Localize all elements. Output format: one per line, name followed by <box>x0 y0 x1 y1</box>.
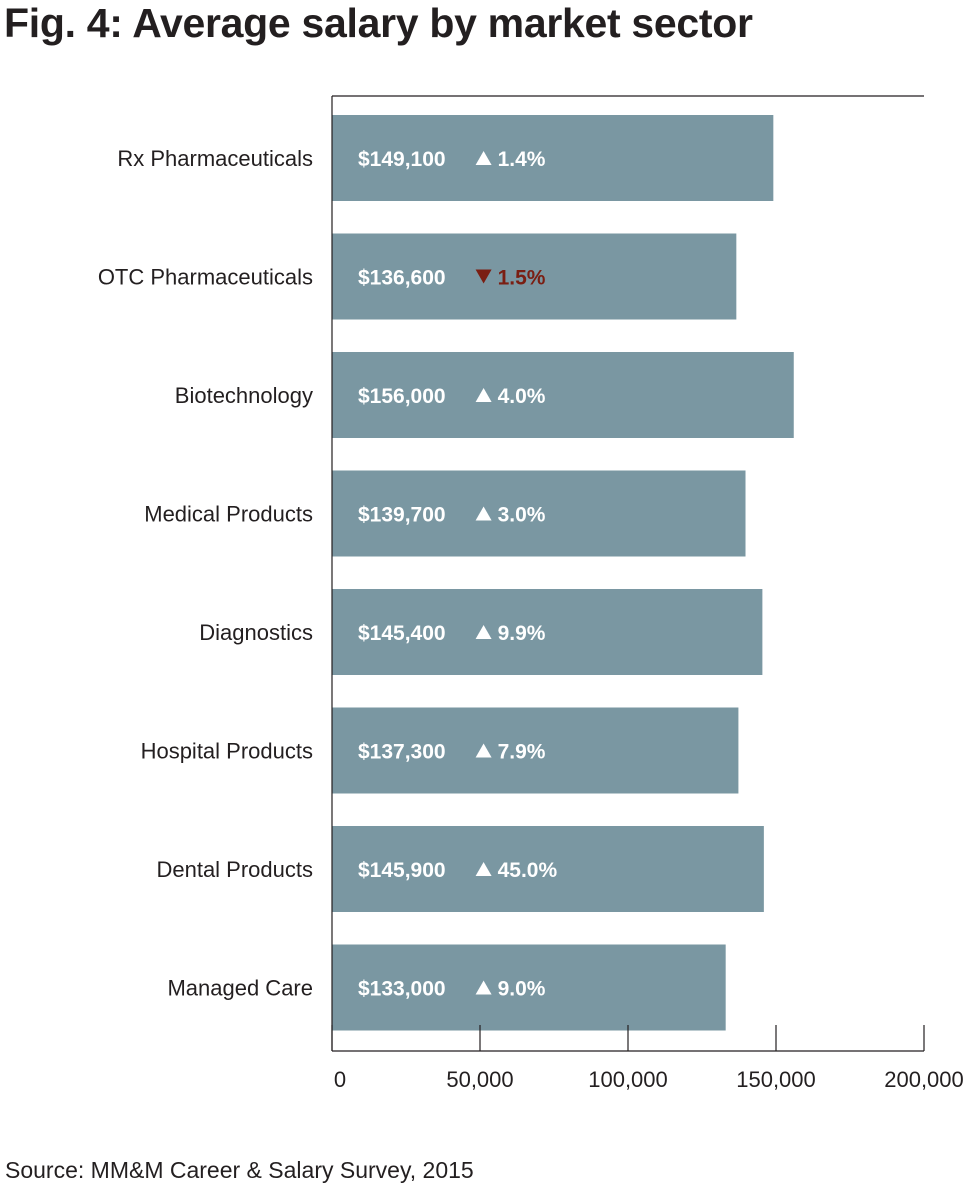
bar-0 <box>332 115 774 201</box>
value-label: $149,100 <box>358 148 446 171</box>
change-label: 45.0% <box>498 859 558 882</box>
change-label: 1.4% <box>498 148 546 171</box>
category-label: Managed Care <box>167 976 313 1001</box>
x-tick-label: 100,000 <box>588 1067 668 1092</box>
triangle-up-icon <box>475 862 492 876</box>
change-label: 1.5% <box>498 267 546 290</box>
x-tick-label: 0 <box>334 1067 346 1092</box>
category-label: Biotechnology <box>175 383 313 408</box>
value-label: $137,300 <box>358 741 446 764</box>
bar-1 <box>332 233 737 320</box>
change-label: 3.0% <box>498 504 546 527</box>
change-label: 9.9% <box>498 622 546 645</box>
category-label: Medical Products <box>144 502 313 527</box>
axes-group: 0 50,000 100,000 150,000 200,000 <box>331 95 964 1092</box>
bar-4 <box>332 589 763 675</box>
bar-2 <box>332 352 794 438</box>
change-label: 9.0% <box>498 978 546 1001</box>
bar-7 <box>332 944 726 1031</box>
value-label: $136,600 <box>358 267 446 290</box>
change-label: 4.0% <box>498 385 546 408</box>
category-label: Hospital Products <box>141 739 313 764</box>
change-label: 7.9% <box>498 741 546 764</box>
bar-chart: Rx Pharmaceuticals $149,100 1.4% OTC Pharma… <box>98 95 964 1092</box>
value-label: $145,400 <box>358 622 446 645</box>
triangle-down-icon <box>475 269 492 284</box>
value-label: $145,900 <box>358 859 446 882</box>
triangle-up-icon <box>475 388 492 402</box>
triangle-up-icon <box>475 506 492 521</box>
x-tick-label: 200,000 <box>884 1067 964 1092</box>
bar-6 <box>332 826 764 912</box>
category-label: Dental Products <box>156 857 313 882</box>
bar-5 <box>332 707 739 794</box>
value-label: $133,000 <box>358 978 446 1001</box>
category-label: OTC Pharmaceuticals <box>98 265 313 290</box>
category-label: Rx Pharmaceuticals <box>117 146 313 171</box>
value-label: $139,700 <box>358 504 446 527</box>
chart-title: Fig. 4: Average salary by market sector <box>4 0 753 46</box>
value-label: $156,000 <box>358 385 446 408</box>
triangle-up-icon <box>475 980 492 995</box>
source-note: Source: MM&M Career & Salary Survey, 201… <box>5 1157 474 1183</box>
bars-group: Rx Pharmaceuticals $149,100 1.4% OTC Pharma… <box>98 115 794 1031</box>
triangle-up-icon <box>475 151 492 165</box>
x-tick-label: 150,000 <box>736 1067 816 1092</box>
triangle-up-icon <box>475 743 492 758</box>
x-tick-label: 50,000 <box>446 1067 513 1092</box>
bar-3 <box>332 470 746 557</box>
triangle-up-icon <box>475 625 492 639</box>
category-label: Diagnostics <box>199 620 313 645</box>
